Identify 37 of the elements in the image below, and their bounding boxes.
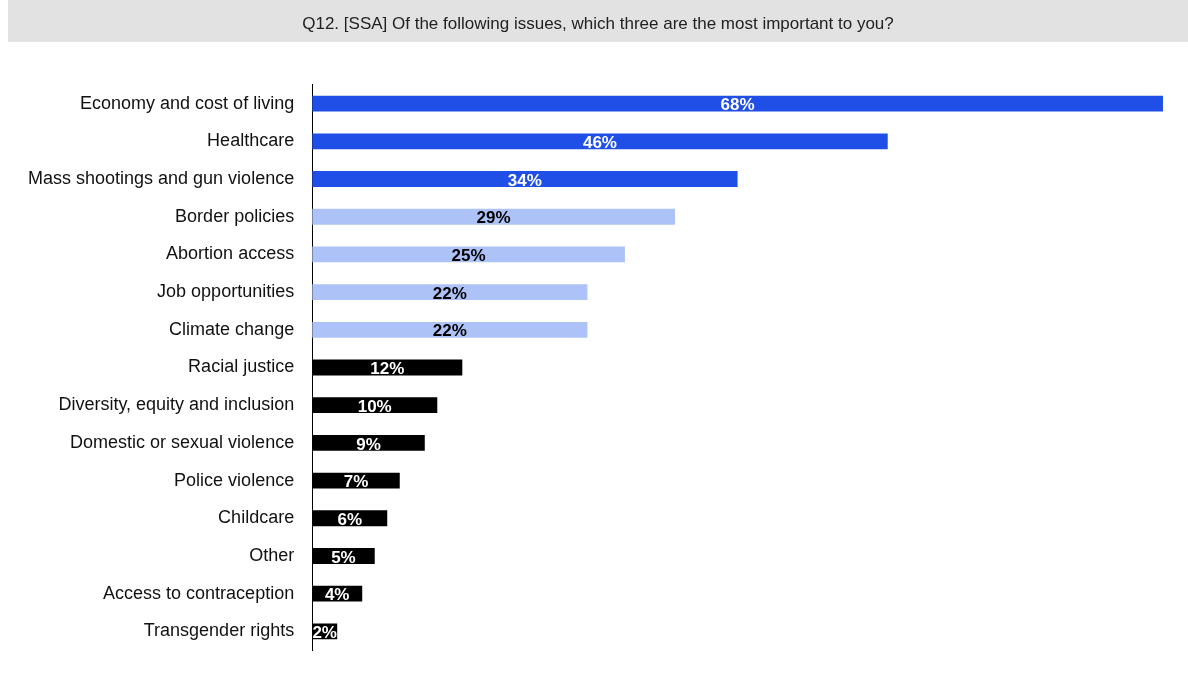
data-label: 22% [432,321,467,341]
bar [312,171,738,187]
y-tick-label: Domestic or sexual violence [70,431,295,452]
y-tick-label: Transgender rights [143,620,295,641]
bar [312,95,1163,112]
data-label: 10% [357,396,392,416]
data-label: 68% [720,95,755,115]
bar [312,133,888,150]
y-tick-label: Childcare [218,507,295,528]
y-tick-label: Job opportunities [157,281,295,302]
y-tick-label: Racial justice [188,356,295,377]
chart-title: Q12. [SSA] Of the following issues, which three are the most important to you? [8,0,1188,42]
y-tick-label: Police violence [174,469,295,490]
bar [312,284,588,301]
y-tick-label: Diversity, equity and inclusion [58,394,295,415]
data-label: 9% [356,434,381,454]
data-label: 25% [451,246,486,266]
y-tick-label: Climate change [169,318,295,339]
data-label: 29% [476,208,511,228]
data-label: 4% [324,585,350,605]
bar [312,208,676,225]
y-tick-label: Other [249,544,295,565]
y-tick-label: Border policies [175,205,295,226]
bar [312,321,588,338]
data-label: 34% [507,170,542,190]
data-label: 2% [312,623,337,643]
data-label: 6% [337,509,362,529]
y-tick-label: Access to contraception [103,582,295,603]
data-label: 7% [343,472,369,492]
y-tick-label: Economy and cost of living [80,92,295,113]
data-label: 46% [582,133,617,153]
y-tick-label: Abortion access [166,243,295,264]
data-label: 12% [370,359,405,379]
data-label: 5% [331,547,356,567]
data-label: 22% [432,283,467,303]
y-tick-label: Mass shootings and gun violence [28,168,295,188]
y-tick-label: Healthcare [207,130,295,151]
